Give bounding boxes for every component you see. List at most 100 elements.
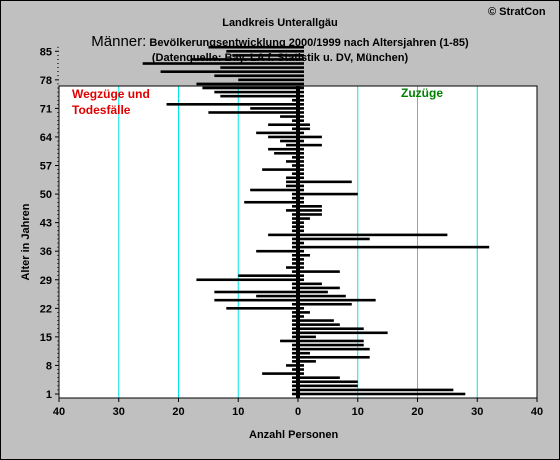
- bar-outflow: [292, 282, 298, 286]
- bar-inflow: [298, 360, 316, 363]
- bar-inflow: [298, 176, 304, 180]
- bar-inflow: [298, 151, 304, 155]
- bar-inflow: [298, 82, 304, 86]
- bar-outflow: [292, 335, 298, 339]
- copyright-label: © StratCon: [488, 6, 546, 18]
- bar-inflow: [298, 139, 304, 143]
- bar-outflow: [292, 311, 298, 314]
- x-axis-label: Anzahl Personen: [249, 429, 339, 441]
- y-tick-label: 29: [40, 275, 52, 287]
- chart-title: Landkreis Unterallgäu: [222, 17, 338, 29]
- bar-inflow: [298, 266, 304, 269]
- bar-inflow: [298, 355, 370, 359]
- bar-outflow: [226, 49, 298, 53]
- subtitle-prefix: Männer:: [91, 33, 147, 50]
- bar-outflow: [292, 376, 298, 379]
- bar-outflow: [166, 103, 298, 106]
- bar-outflow: [292, 360, 298, 363]
- bar-inflow: [298, 107, 304, 110]
- bar-inflow: [298, 327, 364, 331]
- bar-outflow: [208, 45, 298, 49]
- y-tick-label: 50: [40, 189, 52, 201]
- bar-outflow: [286, 364, 298, 367]
- bar-inflow: [298, 58, 304, 61]
- bar-outflow: [214, 74, 298, 78]
- y-tick-label: 1: [46, 389, 52, 401]
- bar-inflow: [298, 78, 304, 82]
- bar-outflow: [196, 278, 298, 282]
- bar-outflow: [292, 192, 298, 196]
- bar-outflow: [292, 245, 298, 249]
- x-tick-label: 10: [232, 406, 244, 418]
- bar-inflow: [298, 54, 304, 57]
- bar-inflow: [298, 376, 340, 379]
- bar-outflow: [292, 262, 298, 265]
- y-axis-label: Alter in Jahren: [20, 203, 32, 281]
- bar-inflow: [298, 119, 304, 122]
- bar-outflow: [286, 184, 298, 188]
- center-axis: [296, 86, 300, 398]
- bar-inflow: [298, 188, 304, 192]
- bar-outflow: [286, 266, 298, 269]
- bar-inflow: [298, 262, 304, 265]
- bar-outflow: [292, 196, 298, 200]
- bar-inflow: [298, 253, 310, 257]
- bar-outflow: [250, 107, 298, 110]
- bar-inflow: [298, 209, 322, 212]
- bar-inflow: [298, 278, 304, 282]
- x-tick-label: 30: [113, 406, 125, 418]
- bar-inflow: [298, 70, 304, 73]
- bar-outflow: [232, 54, 298, 57]
- bar-inflow: [298, 94, 304, 98]
- bar-outflow: [292, 213, 298, 216]
- bar-inflow: [298, 347, 370, 351]
- bar-inflow: [298, 233, 448, 237]
- bar-outflow: [214, 90, 298, 94]
- bar-inflow: [298, 172, 304, 175]
- y-tick-label: 22: [40, 303, 52, 315]
- bar-outflow: [220, 66, 298, 69]
- bar-outflow: [292, 343, 298, 347]
- bar-inflow: [298, 364, 304, 367]
- bar-outflow: [268, 147, 298, 151]
- bar-inflow: [298, 335, 316, 339]
- x-tick-label: 40: [531, 406, 543, 418]
- bar-outflow: [292, 241, 298, 245]
- x-tick-label: 0: [295, 406, 301, 418]
- bar-outflow: [214, 298, 298, 302]
- bar-inflow: [298, 131, 304, 135]
- bar-outflow: [244, 200, 298, 204]
- bar-outflow: [280, 139, 298, 143]
- annotation-inflow: Zuzüge: [401, 86, 443, 100]
- bar-outflow: [292, 127, 298, 131]
- bar-outflow: [256, 249, 298, 253]
- bar-outflow: [292, 270, 298, 273]
- bar-inflow: [298, 225, 304, 229]
- bar-inflow: [298, 282, 322, 286]
- bar-outflow: [142, 62, 298, 65]
- bar-outflow: [238, 78, 298, 82]
- bar-outflow: [292, 302, 298, 306]
- bar-inflow: [298, 103, 304, 106]
- bar-outflow: [214, 290, 298, 294]
- bar-outflow: [208, 111, 298, 114]
- bar-outflow: [292, 380, 298, 384]
- bar-outflow: [292, 253, 298, 257]
- bar-inflow: [298, 98, 304, 102]
- y-tick-label: 43: [40, 218, 52, 230]
- bar-inflow: [298, 286, 340, 290]
- x-tick-label: 10: [352, 406, 364, 418]
- bar-outflow: [160, 70, 298, 73]
- bar-outflow: [292, 229, 298, 233]
- bar-inflow: [298, 115, 304, 118]
- x-tick-label: 20: [172, 406, 184, 418]
- bar-inflow: [298, 307, 304, 310]
- bar-inflow: [298, 245, 490, 249]
- bar-inflow: [298, 229, 304, 233]
- y-tick-label: 64: [40, 132, 53, 144]
- bar-inflow: [298, 274, 304, 277]
- x-tick-label: 30: [471, 406, 483, 418]
- bar-inflow: [298, 339, 364, 343]
- bar-inflow: [298, 221, 304, 224]
